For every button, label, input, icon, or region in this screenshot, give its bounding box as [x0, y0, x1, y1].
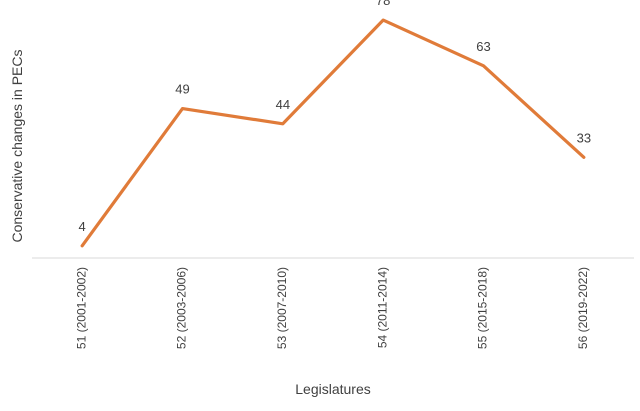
- x-tick-label: 54 (2011-2014): [375, 267, 389, 348]
- x-tick-label: 52 (2003-2006): [175, 267, 189, 349]
- x-axis-title: Legislatures: [295, 381, 371, 397]
- x-tick-label: 53 (2007-2010): [275, 267, 289, 349]
- y-axis-title: Conservative changes in PECs: [9, 50, 25, 243]
- data-label: 78: [376, 0, 390, 8]
- x-tick-label: 51 (2001-2002): [74, 267, 88, 349]
- data-label: 4: [79, 219, 86, 234]
- data-labels: 4 49 44 78 63 33: [79, 0, 592, 234]
- data-label: 49: [175, 82, 189, 97]
- x-tick-label: 55 (2015-2018): [476, 267, 490, 349]
- data-label: 63: [476, 39, 490, 54]
- x-tick-labels: 51 (2001-2002) 52 (2003-2006) 53 (2007-201…: [74, 267, 590, 349]
- data-label: 44: [276, 97, 290, 112]
- data-label: 33: [577, 130, 591, 145]
- series-line: [80, 18, 586, 248]
- x-tick-label: 56 (2019-2022): [576, 267, 590, 349]
